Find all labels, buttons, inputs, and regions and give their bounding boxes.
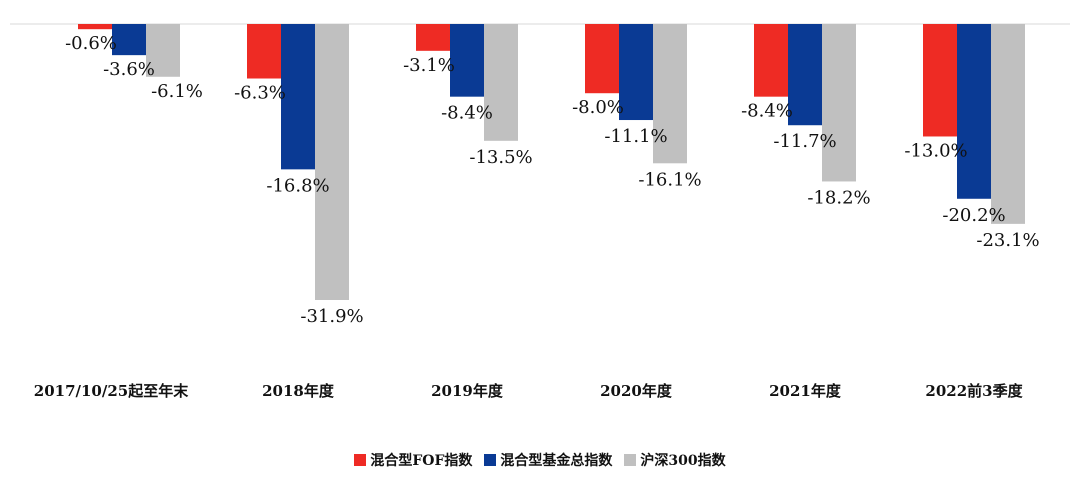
bar-series1-cat5 xyxy=(957,24,991,199)
bar-series2-cat2 xyxy=(484,24,518,141)
legend-label-fof: 混合型FOF指数 xyxy=(370,453,473,469)
legend-item-hybrid-fund: 混合型基金总指数 xyxy=(484,450,612,470)
value-label-series0-cat1: -6.3% xyxy=(234,83,286,104)
value-label-series1-cat2: -8.4% xyxy=(441,103,493,124)
legend-item-fof: 混合型FOF指数 xyxy=(354,450,472,470)
bar-series1-cat3 xyxy=(619,24,653,121)
value-label-series2-cat5: -23.1% xyxy=(976,230,1039,251)
value-label-series0-cat0: -0.6% xyxy=(65,33,117,54)
bar-series2-cat1 xyxy=(315,24,349,300)
value-label-series2-cat3: -16.1% xyxy=(638,169,701,190)
value-label-series0-cat5: -13.0% xyxy=(904,140,967,161)
value-label-series2-cat1: -31.9% xyxy=(300,306,363,327)
value-label-series1-cat4: -11.7% xyxy=(773,131,836,152)
legend-swatch-csi300 xyxy=(624,454,637,466)
value-label-series0-cat3: -8.0% xyxy=(572,97,624,118)
value-label-series2-cat2: -13.5% xyxy=(469,147,532,168)
value-label-series1-cat0: -3.6% xyxy=(103,59,155,80)
bar-series1-cat2 xyxy=(450,24,484,97)
bar-series2-cat5 xyxy=(991,24,1025,224)
legend-item-csi300: 沪深300指数 xyxy=(624,450,726,470)
category-labels-group: 2017/10/25起至年末 2018年度 2019年度 2020年度 2021年度 20… xyxy=(34,382,1024,400)
bar-series0-cat2 xyxy=(416,24,450,51)
value-label-series0-cat4: -8.4% xyxy=(741,101,793,122)
legend-label-csi300: 沪深300指数 xyxy=(640,453,726,469)
value-label-series2-cat4: -18.2% xyxy=(807,187,870,208)
legend-swatch-fof xyxy=(354,454,367,466)
bar-series0-cat4 xyxy=(754,24,788,97)
bars-group xyxy=(78,24,1025,300)
value-label-series1-cat5: -20.2% xyxy=(942,205,1005,226)
legend-label-hybrid-fund: 混合型基金总指数 xyxy=(500,453,613,469)
category-label-0: 2017/10/25起至年末 xyxy=(34,382,189,400)
bar-series2-cat4 xyxy=(822,24,856,182)
category-label-2: 2019年度 xyxy=(431,382,504,400)
bar-series0-cat1 xyxy=(247,24,281,79)
bar-series0-cat0 xyxy=(78,24,112,30)
legend-swatch-hybrid-fund xyxy=(484,454,497,466)
value-label-series0-cat2: -3.1% xyxy=(403,55,455,76)
category-label-3: 2020年度 xyxy=(600,382,673,400)
bar-series1-cat1 xyxy=(281,24,315,170)
bar-series0-cat5 xyxy=(923,24,957,137)
value-labels-group: -0.6% -3.6%-6.1% -6.3% -16.8% -31.9% -3.1% -8.… xyxy=(65,33,1040,327)
bar-series1-cat4 xyxy=(788,24,822,126)
value-label-series1-cat3: -11.1% xyxy=(604,126,667,147)
value-label-series2-cat0: -6.1% xyxy=(151,81,203,102)
bar-series0-cat3 xyxy=(585,24,619,94)
category-label-5: 2022前3季度 xyxy=(925,382,1023,400)
bar-series2-cat0 xyxy=(146,24,180,77)
legend: 混合型FOF指数 混合型基金总指数 沪深300指数 xyxy=(0,449,1080,471)
bar-series2-cat3 xyxy=(653,24,687,164)
bar-series1-cat0 xyxy=(112,24,146,56)
category-label-4: 2021年度 xyxy=(769,382,842,400)
category-label-1: 2018年度 xyxy=(262,382,335,400)
value-label-series1-cat1: -16.8% xyxy=(266,175,329,196)
